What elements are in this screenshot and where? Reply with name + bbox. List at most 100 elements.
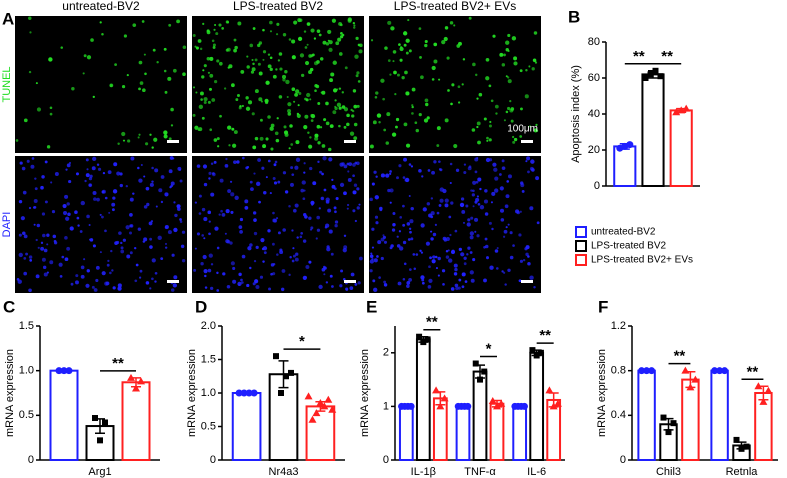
cell bbox=[476, 125, 479, 129]
cell bbox=[163, 134, 168, 139]
cell bbox=[41, 212, 46, 216]
cell bbox=[95, 265, 100, 270]
cell bbox=[44, 200, 48, 204]
cell bbox=[511, 36, 517, 41]
cell bbox=[264, 98, 269, 103]
data-point bbox=[716, 367, 724, 375]
cell bbox=[439, 198, 444, 203]
cell bbox=[420, 223, 425, 228]
cell bbox=[519, 135, 523, 138]
cell bbox=[375, 91, 379, 95]
cell bbox=[255, 245, 259, 249]
cell bbox=[272, 211, 275, 215]
y-tick-label: 0.5 bbox=[201, 420, 216, 432]
cell bbox=[323, 118, 327, 122]
cell bbox=[325, 199, 330, 204]
cell bbox=[292, 208, 297, 213]
cell bbox=[257, 62, 261, 66]
cell bbox=[534, 129, 537, 132]
cell bbox=[476, 195, 479, 198]
cell bbox=[462, 58, 466, 61]
y-tick-label: 0 bbox=[620, 454, 626, 466]
data-point bbox=[316, 399, 325, 407]
cell bbox=[74, 210, 78, 214]
bar bbox=[512, 405, 528, 461]
y-tick-label: 2.0 bbox=[201, 320, 216, 332]
cell bbox=[433, 59, 438, 64]
row-label: DAPI bbox=[1, 212, 13, 238]
cell bbox=[23, 234, 28, 239]
cell bbox=[31, 157, 35, 160]
cell bbox=[338, 106, 342, 110]
cell bbox=[92, 95, 95, 99]
cell bbox=[49, 260, 54, 265]
cell bbox=[348, 162, 353, 167]
cell bbox=[421, 281, 425, 285]
cell bbox=[458, 41, 462, 46]
cell bbox=[69, 226, 74, 231]
cell bbox=[149, 287, 152, 290]
cell bbox=[493, 167, 498, 172]
cell bbox=[405, 143, 411, 148]
cell bbox=[356, 71, 360, 75]
cell bbox=[411, 112, 414, 115]
cell bbox=[436, 126, 441, 131]
cell bbox=[265, 80, 270, 85]
data-point bbox=[764, 386, 773, 394]
cell bbox=[423, 118, 429, 123]
cell bbox=[230, 261, 235, 266]
cell bbox=[431, 170, 435, 175]
x-tick-label: Arg1 bbox=[88, 466, 111, 478]
cell bbox=[291, 39, 296, 44]
cell bbox=[404, 178, 408, 182]
cell bbox=[246, 55, 249, 58]
cell bbox=[137, 166, 140, 170]
cell bbox=[294, 165, 299, 170]
cell bbox=[252, 27, 256, 30]
cell bbox=[369, 197, 373, 202]
cell bbox=[444, 203, 449, 208]
cell bbox=[495, 112, 498, 115]
y-tick-label: 0 bbox=[594, 180, 600, 192]
data-point bbox=[464, 402, 472, 410]
cell bbox=[430, 230, 433, 233]
data-point bbox=[240, 389, 248, 397]
cell bbox=[389, 73, 392, 76]
x-tick-label: TNF-α bbox=[464, 466, 496, 478]
cell bbox=[273, 181, 278, 185]
cell bbox=[216, 59, 220, 63]
cell bbox=[300, 232, 303, 235]
data-point bbox=[545, 386, 554, 394]
cell bbox=[389, 170, 392, 173]
cell bbox=[301, 180, 306, 185]
cell bbox=[233, 38, 237, 42]
cell bbox=[282, 171, 287, 175]
cell bbox=[257, 43, 261, 48]
cell bbox=[206, 29, 210, 33]
cell bbox=[88, 177, 93, 181]
cell bbox=[212, 43, 216, 47]
cell bbox=[143, 237, 148, 242]
cell bbox=[340, 32, 343, 35]
cell bbox=[225, 48, 229, 52]
cell bbox=[60, 46, 63, 49]
y-tick-label: 1.0 bbox=[19, 365, 34, 377]
cell bbox=[494, 104, 499, 109]
cell bbox=[250, 70, 255, 74]
cell bbox=[346, 162, 350, 166]
cell bbox=[170, 288, 175, 292]
cell bbox=[145, 186, 150, 191]
cell bbox=[238, 283, 241, 287]
cell bbox=[246, 166, 250, 169]
cell bbox=[179, 218, 182, 221]
data-point bbox=[677, 106, 686, 114]
cell bbox=[353, 26, 356, 29]
cell bbox=[180, 244, 185, 249]
cell bbox=[469, 270, 474, 275]
cell bbox=[509, 255, 514, 260]
cell bbox=[406, 284, 410, 288]
cell bbox=[138, 60, 143, 65]
cell bbox=[281, 269, 286, 273]
cell bbox=[492, 162, 497, 167]
data-point bbox=[304, 392, 313, 400]
